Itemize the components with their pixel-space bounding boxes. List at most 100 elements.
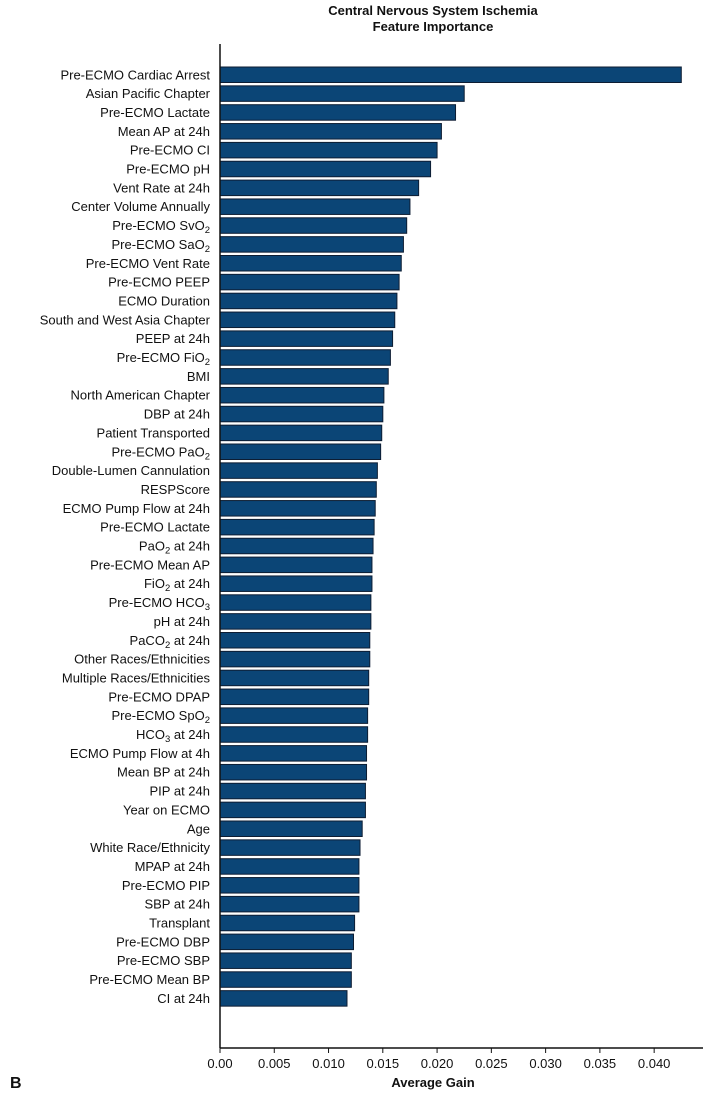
category-label: Pre-ECMO PEEP xyxy=(108,275,210,290)
x-tick-label: 0.030 xyxy=(529,1056,562,1071)
bar xyxy=(219,820,363,837)
bar xyxy=(219,386,385,404)
bar xyxy=(219,518,375,536)
category-label: RESPScore xyxy=(141,482,210,497)
category-label: Pre-ECMO SvO2 xyxy=(112,218,210,236)
bar xyxy=(219,971,352,988)
bar xyxy=(219,895,360,913)
bar xyxy=(219,481,377,498)
bar xyxy=(219,613,372,630)
bar xyxy=(219,311,396,329)
bar xyxy=(219,85,465,102)
bar xyxy=(219,66,682,83)
category-label: Multiple Races/Ethnicities xyxy=(62,670,211,685)
bar xyxy=(219,782,366,800)
x-tick-label: 0.015 xyxy=(367,1056,400,1071)
category-label: Pre-ECMO DPAP xyxy=(108,689,210,704)
bar xyxy=(219,104,457,121)
bar xyxy=(219,575,373,592)
category-label: ECMO Duration xyxy=(118,293,210,308)
category-label: HCO3 at 24h xyxy=(136,727,210,745)
chart-title: Central Nervous System Ischemia xyxy=(328,3,538,18)
bar xyxy=(219,839,361,856)
category-label: Age xyxy=(187,821,210,836)
bar xyxy=(219,763,368,781)
bar xyxy=(219,330,394,347)
x-ticks-group: 0.00 0.005 0.010 0.015 0.020 0.025 0.030 0.035 0… xyxy=(207,1048,670,1071)
bar xyxy=(219,462,378,479)
bar xyxy=(219,141,438,159)
x-tick-label: 0.00 xyxy=(207,1056,232,1071)
bar xyxy=(219,349,391,366)
x-tick-label: 0.005 xyxy=(258,1056,291,1071)
category-label: Pre-ECMO DBP xyxy=(116,934,210,949)
category-label: ECMO Pump Flow at 4h xyxy=(70,746,210,761)
x-tick-label: 0.020 xyxy=(421,1056,454,1071)
category-label: pH at 24h xyxy=(154,614,210,629)
category-labels-group: Pre-ECMO Cardiac Arrest Asian Pacific Cha… xyxy=(40,67,211,1006)
category-label: Pre-ECMO SaO2 xyxy=(112,237,210,255)
bar xyxy=(219,858,360,875)
bar xyxy=(219,405,384,423)
category-label: Pre-ECMO Mean AP xyxy=(90,557,210,572)
category-label: Pre-ECMO Cardiac Arrest xyxy=(60,67,210,82)
category-label: Patient Transported xyxy=(97,425,210,440)
x-tick-label: 0.010 xyxy=(312,1056,345,1071)
category-label: Pre-ECMO Lactate xyxy=(100,520,210,535)
category-label: Pre-ECMO PaO2 xyxy=(112,444,210,462)
chart-subtitle: Feature Importance xyxy=(373,19,494,34)
bar xyxy=(219,877,360,894)
category-label: Vent Rate at 24h xyxy=(113,180,210,195)
category-label: Pre-ECMO Lactate xyxy=(100,105,210,120)
category-label: Center Volume Annually xyxy=(71,199,210,214)
category-label: South and West Asia Chapter xyxy=(40,312,211,327)
x-tick-label: 0.040 xyxy=(638,1056,671,1071)
bar xyxy=(219,198,411,215)
x-axis-label: Average Gain xyxy=(391,1075,474,1090)
category-label: Mean BP at 24h xyxy=(117,765,210,780)
category-label: Pre-ECMO HCO3 xyxy=(109,595,210,613)
category-label: Pre-ECMO FiO2 xyxy=(117,350,210,368)
category-label: Asian Pacific Chapter xyxy=(86,86,211,101)
bar xyxy=(219,537,374,555)
bar xyxy=(219,236,404,253)
x-tick-label: 0.025 xyxy=(475,1056,508,1071)
category-label: White Race/Ethnicity xyxy=(90,840,210,855)
bar xyxy=(219,273,400,291)
bar xyxy=(219,500,376,517)
category-label: Pre-ECMO pH xyxy=(126,162,210,177)
category-label: North American Chapter xyxy=(71,388,211,403)
category-label: Pre-ECMO CI xyxy=(130,143,210,158)
category-label: Year on ECMO xyxy=(123,802,210,817)
bar xyxy=(219,801,366,819)
category-label: DBP at 24h xyxy=(144,407,210,422)
bar xyxy=(219,688,370,706)
bar xyxy=(219,745,368,762)
category-label: PEEP at 24h xyxy=(136,331,210,346)
bar xyxy=(219,933,355,951)
bar xyxy=(219,160,432,178)
category-label: SBP at 24h xyxy=(144,897,210,912)
category-label: Pre-ECMO Vent Rate xyxy=(86,256,210,271)
bar xyxy=(219,179,420,197)
category-label: Mean AP at 24h xyxy=(118,124,210,139)
category-label: PaCO2 at 24h xyxy=(130,633,210,651)
bar xyxy=(219,292,398,310)
bar xyxy=(219,217,408,234)
bar xyxy=(219,594,372,611)
bar xyxy=(219,707,369,724)
category-label: MPAP at 24h xyxy=(135,859,210,874)
x-tick-label: 0.035 xyxy=(584,1056,617,1071)
category-label: Pre-ECMO SBP xyxy=(117,953,210,968)
bar xyxy=(219,424,383,442)
panel-letter: B xyxy=(10,1075,22,1092)
category-label: ECMO Pump Flow at 24h xyxy=(63,501,210,516)
bar xyxy=(219,368,389,385)
bar xyxy=(219,952,352,969)
bar xyxy=(219,443,382,460)
category-label: CI at 24h xyxy=(157,991,210,1006)
bar xyxy=(219,632,371,649)
bar xyxy=(219,726,369,743)
category-label: Other Races/Ethnicities xyxy=(74,652,210,667)
